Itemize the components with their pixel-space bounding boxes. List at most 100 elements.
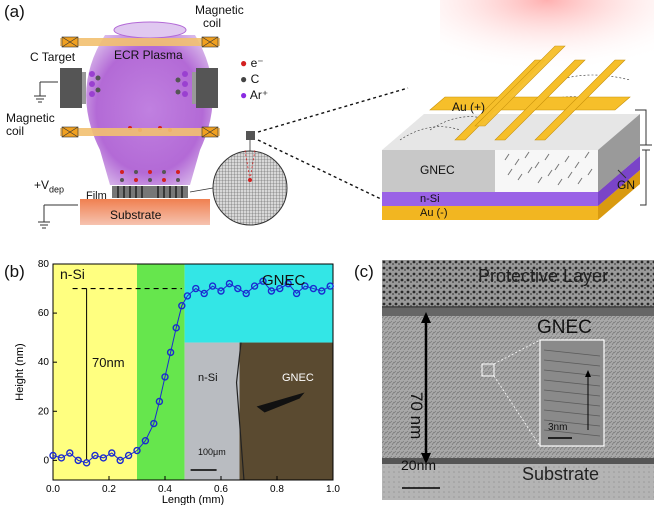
inset-nsi-area (184, 342, 240, 480)
data-point (208, 282, 217, 290)
legend-item-electron: ● e⁻ (240, 56, 264, 70)
data-point (108, 449, 116, 457)
step-height-label: 70nm (92, 355, 125, 370)
y-tick-label: 20 (38, 406, 50, 417)
x-tick-label: 0.6 (214, 484, 228, 495)
ecr-plasma-label: ECR Plasma (114, 48, 183, 62)
data-point (49, 451, 57, 460)
data-point (150, 419, 158, 428)
data-point (155, 397, 164, 406)
data-point (178, 302, 186, 310)
data-point (99, 454, 108, 462)
panel-b: (b) 0.0 0.2 0.4 0.6 0.8 1.0 0 20 40 60 80 Length (m… (0, 252, 345, 505)
inset-scale-label: 100μm (198, 447, 226, 457)
y-tick-label: 40 (38, 357, 50, 368)
gnec-tem-label: GNEC (537, 317, 592, 338)
region-gnec (184, 264, 333, 343)
region-transition (137, 264, 185, 480)
device-schematic (382, 45, 652, 220)
data-point (234, 284, 242, 293)
inset-edge (235, 342, 245, 481)
inset-gnec-area (239, 342, 333, 480)
plot-frame (52, 263, 334, 481)
data-point (267, 287, 276, 295)
gnec-label: GNEC (420, 163, 455, 177)
data-point (74, 456, 82, 465)
profile-line (52, 280, 331, 464)
y-tick-label: 80 (38, 259, 50, 270)
particle-legend: ● e⁻ ● C ● Ar⁺ (240, 55, 268, 103)
region-nsi-label: n-Si (60, 266, 85, 282)
data-point (192, 284, 200, 293)
data-point (326, 282, 334, 290)
substrate-label: Substrate (110, 208, 162, 222)
data-point (183, 292, 192, 300)
gn-label: GN (617, 178, 635, 192)
inset-nsi-label: n-Si (198, 372, 218, 384)
inset-debris (256, 392, 305, 413)
panel-c: (c) (350, 252, 654, 505)
x-tick-label: 0.0 (46, 484, 60, 495)
protective-layer-label: Protective Layer (478, 266, 609, 286)
x-axis-label: Length (mm) (162, 494, 224, 505)
height-profile-chart: 0.0 0.2 0.4 0.6 0.8 1.0 0 20 40 60 80 Length (mm) He… (14, 259, 340, 505)
panel-a: (a) (0, 0, 654, 240)
data-point (82, 459, 91, 467)
substrate-tem-label: Substrate (522, 464, 600, 484)
thickness-label: 70 nm (407, 392, 426, 440)
c-target-label: C Target (30, 50, 76, 64)
vdep-label: +Vdep (34, 178, 65, 195)
panel-b-tag: (b) (4, 262, 25, 281)
magnetic-coil-top-label: Magnetic coil (195, 3, 244, 30)
y-axis-label: Height (nm) (14, 343, 26, 400)
film-layer (112, 186, 188, 198)
x-tick-label: 1.0 (326, 484, 340, 495)
y-tick-label: 0 (43, 455, 49, 466)
x-tick-label: 0.8 (270, 484, 284, 495)
x-tick-label: 0.4 (158, 484, 172, 495)
data-point (172, 324, 180, 332)
panel-a-tag: (a) (4, 2, 25, 21)
data-point (259, 277, 267, 285)
data-point (200, 289, 208, 298)
panel-c-tag: (c) (354, 262, 374, 281)
legend-item-argon: ● Ar⁺ (240, 88, 269, 102)
film-label: Film (86, 190, 107, 202)
magnetic-coil-bottom (60, 128, 220, 136)
ecr-plasma-chamber (86, 35, 213, 185)
data-point (57, 454, 66, 462)
data-point (301, 282, 309, 290)
tem-scale-bar-label: 20nm (401, 457, 437, 473)
data-point (217, 287, 225, 295)
substrate-block (80, 199, 210, 225)
inset-gnec-label: GNEC (282, 372, 314, 384)
data-point (116, 456, 124, 465)
tem-image (382, 260, 654, 500)
data-point (292, 289, 301, 298)
plasma-particles (89, 71, 188, 182)
n-si-label: n-Si (420, 193, 440, 205)
x-tick-label: 0.2 (102, 484, 116, 495)
data-point (91, 451, 99, 460)
data-point (225, 279, 234, 288)
data-point (276, 284, 284, 293)
panel-a-illustration (34, 0, 654, 229)
data-point (284, 279, 292, 288)
data-point (242, 289, 250, 298)
data-point (133, 446, 141, 455)
c-target-left (60, 68, 82, 108)
c-target-right (196, 68, 218, 108)
data-point (161, 373, 169, 381)
data-point (166, 348, 175, 357)
au-minus-label: Au (-) (420, 207, 448, 219)
au-plus-label: Au (+) (452, 100, 486, 114)
data-point (141, 437, 150, 445)
y-tick-label: 60 (38, 308, 50, 319)
data-point (250, 282, 259, 290)
data-point (66, 449, 74, 457)
data-point (309, 284, 318, 293)
zoom-circle (212, 150, 288, 226)
region-gnec-label: GNEC (262, 272, 306, 289)
legend-item-carbon: ● C (240, 72, 260, 86)
data-point (318, 287, 326, 295)
